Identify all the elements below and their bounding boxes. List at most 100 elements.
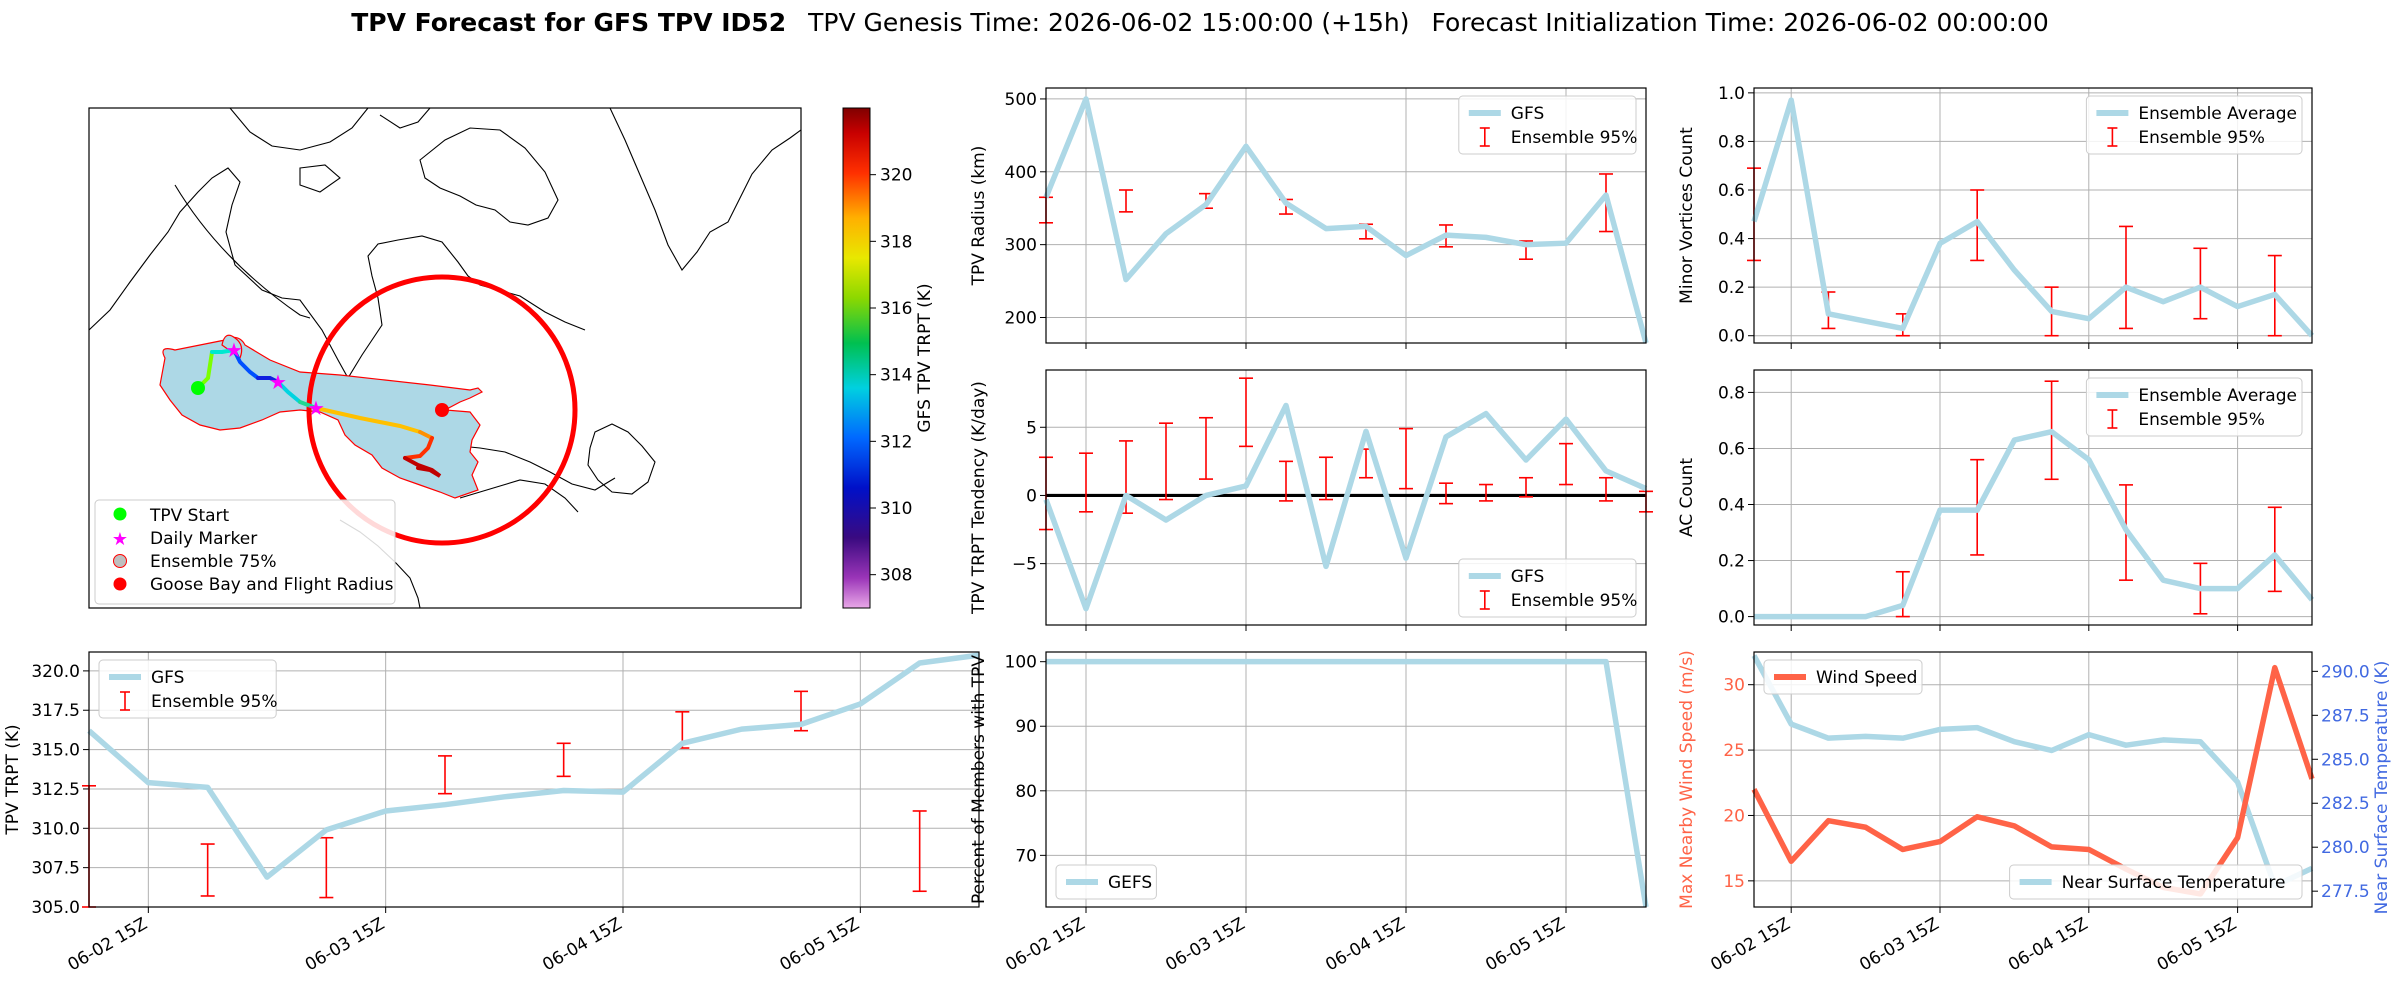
ensemble-errorbar [200, 843, 215, 897]
legend-label: Wind Speed [1816, 668, 1917, 688]
series-line-temperature [1751, 654, 2314, 889]
flight-radius-circle [306, 274, 578, 546]
y-tick-label: 0.2 [1718, 552, 1745, 572]
arctic-island-coast [299, 164, 341, 193]
series-line-wind [1751, 664, 2315, 897]
tpv-start-marker [191, 381, 205, 395]
legend-ensemble-label: Ensemble 75% [150, 552, 277, 572]
legend-box [98, 659, 277, 719]
track-segment [314, 406, 422, 434]
y-tick-label: 305.0 [31, 898, 80, 918]
legend: GFS Ensemble 95% [98, 659, 278, 719]
y-tick-label: 0 [1026, 486, 1037, 506]
colorbar-gradient [842, 107, 871, 609]
track-segment [276, 380, 302, 404]
y-tick-label: 0.0 [1718, 327, 1745, 347]
axes-frame [1045, 369, 1647, 626]
colorbar-tick-label: 316 [880, 299, 912, 319]
legend-daily-marker-label: Daily Marker [150, 529, 257, 549]
chart-radius: 200 300 400 500 TPV Radius (km) GFS Ensemble 9… [969, 87, 1649, 349]
x-tick-label: 06-04 15Z [1322, 914, 1408, 975]
y-tick-label: 307.5 [31, 859, 80, 879]
ensemble-errorbar [2119, 225, 2133, 330]
y-tick-label: 80 [1015, 782, 1037, 802]
y-tick-label: −5 [1012, 555, 1037, 575]
legend-box [1055, 864, 1157, 900]
y2-tick-label: 280.0 [2321, 838, 2370, 858]
legend: GFS Ensemble 95% [1458, 558, 1637, 618]
y-tick-label: 500 [1005, 90, 1037, 110]
newfoundland-coast [587, 423, 656, 495]
legend: Wind Speed [1763, 659, 1923, 695]
y-tick-label: 15 [1723, 872, 1745, 892]
legend-goose-bay-label: Goose Bay and Flight Radius [150, 575, 394, 595]
y-tick-label: 0.4 [1718, 230, 1745, 250]
y-tick-label: 317.5 [31, 701, 80, 721]
legend-tpv-start-label: TPV Start [149, 506, 230, 526]
legend-tpv-start-icon [113, 507, 127, 521]
y2-tick-label: 290.0 [2321, 662, 2370, 682]
legend-box [1763, 659, 1923, 695]
map-legend-box [94, 499, 396, 605]
chart-wind: 15 20 25 30 06-02 15Z 06-03 15Z 06-04 15Z 06-05… [1677, 650, 2392, 975]
colorbar-tick-label: 314 [880, 366, 912, 386]
title-genesis: TPV Genesis Time: 2026-06-02 15:00:00 (+… [807, 8, 1409, 37]
y-tick-label: 25 [1723, 741, 1745, 761]
axes-frame [1753, 87, 2313, 344]
y-tick-label: 30 [1723, 676, 1745, 696]
x-tick-label: 06-02 15Z [65, 914, 151, 975]
ensemble-errorbar [556, 742, 571, 778]
y-tick-label: 400 [1005, 163, 1037, 183]
legend-label: Near Surface Temperature [2062, 873, 2286, 893]
legend-box [1458, 558, 1637, 618]
colorbar-tick-label: 308 [880, 566, 912, 586]
ensemble-errorbar [319, 836, 334, 899]
goose-bay-marker [435, 403, 449, 417]
ensemble-errorbar [1599, 476, 1613, 502]
colorbar-label: GFS TPV TRPT (K) [915, 283, 935, 432]
daily-marker-star: ★ [307, 396, 325, 420]
series-line-radius [1043, 96, 1649, 344]
y-tick-label: 1.0 [1718, 84, 1745, 104]
x-tick-label: 06-03 15Z [1856, 914, 1942, 975]
axes-frame [88, 651, 980, 908]
y-tick-label: 70 [1015, 846, 1037, 866]
baffin-island-coast [419, 127, 559, 226]
x-tick-label: 06-05 15Z [777, 914, 863, 975]
title-init: Forecast Initialization Time: 2026-06-02… [1432, 8, 2049, 37]
figure-title: TPV Forecast for GFS TPV ID52 TPV Genesis… [351, 8, 2049, 37]
y-tick-label: 310.0 [31, 819, 80, 839]
legend-label: Ensemble Average [2138, 386, 2297, 406]
chart-minor: 0.0 0.2 0.4 0.6 0.8 1.0 Minor Vortices Count En… [1677, 84, 2315, 349]
legend-label: GFS [1511, 567, 1544, 587]
ensemble-errorbar [1199, 416, 1213, 480]
legend-goose-bay-icon [113, 577, 127, 591]
track-segment [298, 400, 318, 410]
ensemble-errorbar [1399, 427, 1413, 490]
legend-label: Ensemble 95% [2138, 128, 2265, 148]
ensemble-errorbar [1279, 460, 1293, 502]
legend: Ensemble Average Ensemble 95% [2085, 95, 2303, 155]
legend-label: GFS [151, 668, 184, 688]
ensemble-errorbar [1895, 570, 1910, 618]
ensemble-errorbar [1239, 377, 1253, 448]
y-tick-label: 100 [1005, 653, 1037, 673]
x-tick-label: 06-03 15Z [302, 914, 388, 975]
legend-label: GFS [1511, 104, 1544, 124]
y-tick-label: 300 [1005, 236, 1037, 256]
tpv-track [196, 348, 442, 478]
colorbar-ticks: 308 310 312 314 316 318 320 [870, 166, 912, 586]
ensemble-errorbar [1519, 476, 1533, 498]
legend-box [2085, 377, 2303, 437]
y-axis-label: Minor Vortices Count [1677, 127, 1697, 304]
ensemble-errorbar [1559, 442, 1573, 486]
track-segment [232, 348, 260, 380]
track-segment [403, 436, 434, 460]
ensemble-errorbar [438, 755, 452, 795]
y-axis-label: TPV TRPT Tendency (K/day) [969, 381, 989, 615]
y2-tick-label: 282.5 [2321, 794, 2370, 814]
y-axis-label: AC Count [1677, 458, 1697, 537]
legend: GEFS [1055, 864, 1157, 900]
y-tick-label: 0.8 [1718, 132, 1745, 152]
y2-tick-label: 287.5 [2321, 706, 2370, 726]
